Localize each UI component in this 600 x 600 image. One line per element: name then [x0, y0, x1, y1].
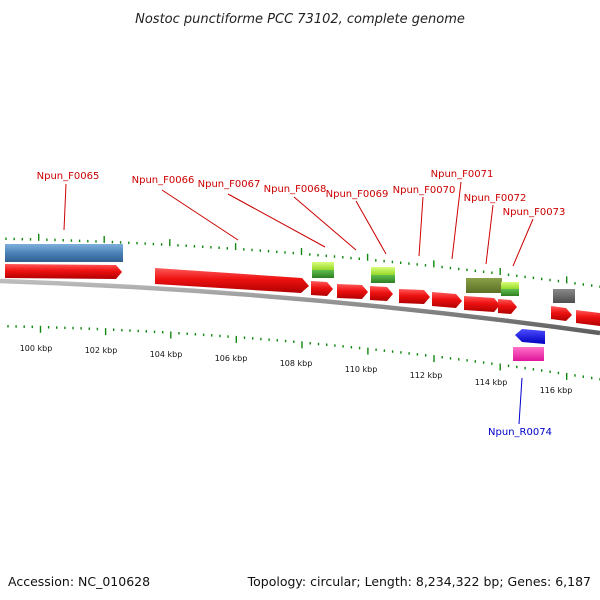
gene-label-npun-f0071[interactable]: Npun_F0071 [431, 169, 494, 180]
cds-arrow-npun-f0070[interactable] [399, 289, 430, 304]
scale-labels: 100 kbp 102 kbp 104 kbp 106 kbp 108 kbp … [20, 344, 573, 395]
scale-label-102: 102 kbp [85, 346, 118, 355]
leader-npun-f0071 [451, 181, 462, 260]
leader-npun-r0074 [518, 377, 523, 425]
cds-arrow-npun-f0066[interactable] [155, 268, 309, 293]
leader-npun-f0068 [293, 196, 357, 251]
feature-bar-gray[interactable] [553, 289, 575, 303]
feature-track-minus [513, 329, 545, 361]
cds-arrow-npun-f0073[interactable] [498, 299, 517, 314]
scale-label-100: 100 kbp [20, 344, 53, 353]
cds-arrow-npun-f0069[interactable] [370, 286, 393, 301]
leader-npun-f0067 [227, 193, 326, 248]
feature-bar-lime-1[interactable] [312, 262, 334, 271]
gene-label-npun-f0070[interactable]: Npun_F0070 [393, 185, 456, 196]
scale-label-104: 104 kbp [150, 350, 183, 359]
gene-label-npun-f0073[interactable]: Npun_F0073 [503, 207, 566, 218]
gene-labels: Npun_F0065 Npun_F0066 Npun_F0067 Npun_F0… [37, 169, 566, 438]
scale-label-110: 110 kbp [345, 365, 378, 374]
scale-label-108: 108 kbp [280, 359, 313, 368]
scale-label-114: 114 kbp [475, 378, 508, 387]
leader-npun-f0066 [161, 189, 239, 241]
cds-arrow-npun-f0071[interactable] [432, 292, 462, 308]
cds-arrow-right-1[interactable] [551, 306, 572, 321]
feature-bar-green-2[interactable] [371, 275, 395, 283]
accession-text: Accession: NC_010628 [8, 574, 150, 589]
leader-npun-f0070 [418, 196, 424, 257]
rna-arrow-npun-r0074[interactable] [515, 329, 545, 344]
feature-bar-blue[interactable] [5, 244, 123, 262]
scale-label-106: 106 kbp [215, 354, 248, 363]
cds-arrow-npun-f0067[interactable] [311, 281, 333, 296]
label-leader-lines [63, 181, 534, 425]
genome-backbone [0, 278, 600, 336]
genome-summary-text: Topology: circular; Length: 8,234,322 bp… [247, 574, 591, 589]
cds-arrow-npun-f0065[interactable] [5, 264, 122, 279]
leader-npun-f0073 [512, 218, 534, 267]
scale-label-112: 112 kbp [410, 371, 443, 380]
leader-npun-f0072 [485, 204, 494, 265]
feature-bar-green-1[interactable] [312, 270, 334, 278]
gene-label-npun-f0068[interactable]: Npun_F0068 [264, 184, 327, 195]
cds-arrow-npun-f0068[interactable] [337, 284, 368, 299]
feature-bar-olive[interactable] [466, 278, 502, 293]
inner-scale-ticks [7, 325, 600, 381]
feature-bar-green-3[interactable] [501, 289, 519, 296]
gene-label-npun-f0072[interactable]: Npun_F0072 [464, 193, 527, 204]
gene-label-npun-r0074[interactable]: Npun_R0074 [488, 427, 552, 438]
leader-npun-f0065 [63, 183, 67, 231]
feature-track-plus [5, 244, 600, 326]
cds-arrow-npun-f0072[interactable] [464, 296, 500, 312]
gene-label-npun-f0065[interactable]: Npun_F0065 [37, 171, 100, 182]
gene-label-npun-f0067[interactable]: Npun_F0067 [198, 179, 261, 190]
cds-arrow-right-2[interactable] [576, 310, 600, 326]
gene-label-npun-f0066[interactable]: Npun_F0066 [132, 175, 195, 186]
leader-npun-f0069 [355, 200, 387, 255]
outer-scale-ticks [5, 233, 600, 288]
feature-bar-pink[interactable] [513, 347, 544, 361]
gene-label-npun-f0069[interactable]: Npun_F0069 [326, 189, 389, 200]
feature-bar-lime-3[interactable] [501, 282, 519, 290]
map-title: Nostoc punctiforme PCC 73102, complete g… [135, 12, 465, 27]
feature-bar-lime-2[interactable] [371, 267, 395, 276]
scale-label-116: 116 kbp [540, 386, 573, 395]
